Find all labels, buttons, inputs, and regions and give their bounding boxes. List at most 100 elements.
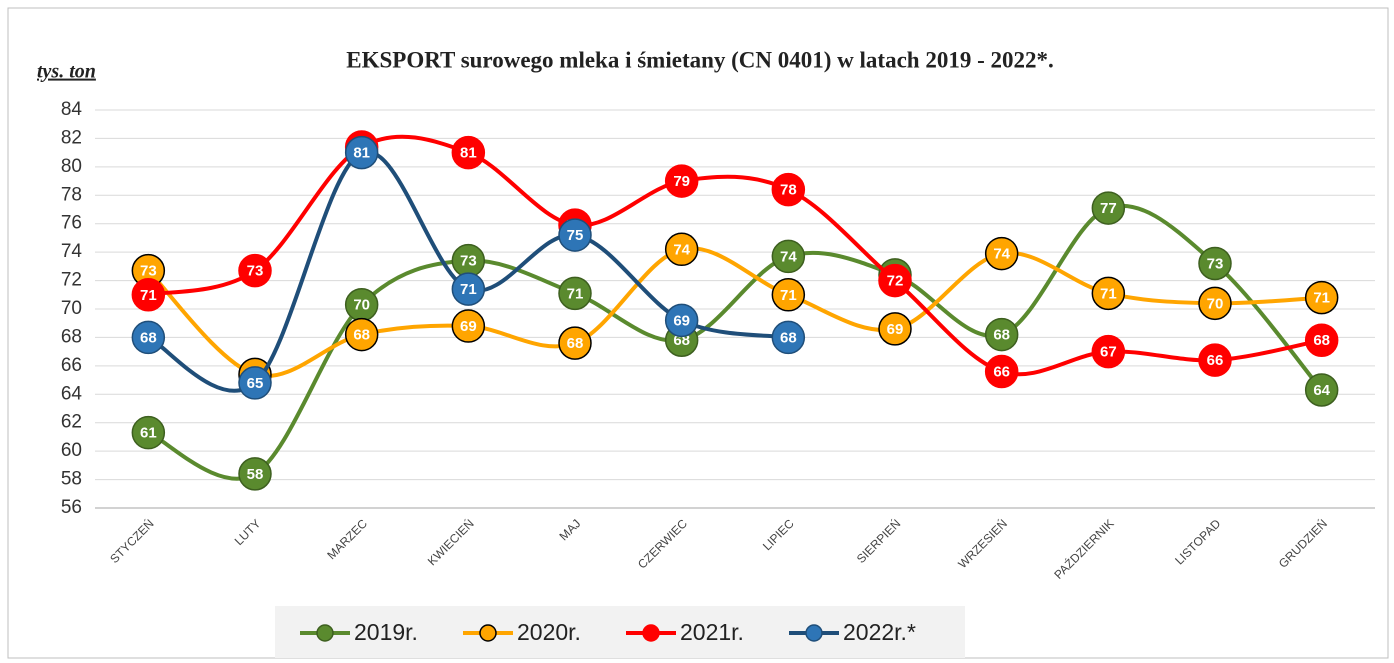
y-tick-label: 80 bbox=[61, 156, 82, 177]
y-tick-label: 66 bbox=[61, 355, 82, 376]
data-marker bbox=[664, 232, 699, 267]
data-marker bbox=[1198, 246, 1232, 281]
y-tick-label: 84 bbox=[61, 99, 83, 120]
data-marker bbox=[1091, 191, 1126, 225]
data-label: 69 bbox=[460, 318, 477, 335]
data-label: 73 bbox=[247, 263, 264, 280]
y-tick-label: 62 bbox=[61, 412, 82, 433]
data-marker bbox=[664, 303, 699, 338]
data-label: 68 bbox=[780, 329, 797, 346]
data-marker bbox=[451, 135, 486, 170]
data-label: 75 bbox=[567, 227, 584, 244]
data-label: 71 bbox=[780, 287, 797, 304]
data-marker bbox=[451, 272, 486, 306]
data-label: 68 bbox=[353, 327, 370, 344]
y-tick-label: 60 bbox=[61, 440, 82, 461]
data-label: 64 bbox=[1313, 382, 1330, 399]
legend-marker bbox=[479, 624, 497, 642]
data-marker bbox=[1304, 323, 1339, 358]
data-marker bbox=[1304, 280, 1339, 315]
legend-label: 2020r. bbox=[517, 619, 581, 645]
y-tick-label: 76 bbox=[61, 213, 82, 234]
data-label: 71 bbox=[460, 281, 477, 298]
data-label: 69 bbox=[673, 312, 690, 329]
data-marker bbox=[451, 309, 486, 343]
data-label: 68 bbox=[1313, 332, 1330, 349]
data-marker bbox=[1091, 276, 1126, 311]
y-tick-label: 64 bbox=[61, 383, 83, 404]
data-label: 78 bbox=[780, 182, 797, 199]
data-marker bbox=[344, 135, 379, 170]
data-label: 71 bbox=[140, 287, 157, 304]
data-label: 72 bbox=[887, 273, 904, 290]
legend-marker bbox=[805, 624, 823, 642]
data-label: 70 bbox=[1207, 295, 1224, 312]
y-axis-label: tys. ton bbox=[37, 61, 96, 83]
data-marker bbox=[344, 317, 379, 352]
data-marker bbox=[131, 320, 166, 355]
data-marker bbox=[771, 278, 806, 312]
legend-marker bbox=[642, 624, 660, 642]
y-tick-label: 70 bbox=[61, 298, 82, 319]
data-label: 74 bbox=[780, 248, 797, 265]
data-label: 71 bbox=[1100, 285, 1117, 302]
data-label: 81 bbox=[353, 145, 370, 162]
data-marker bbox=[664, 164, 699, 198]
data-label: 79 bbox=[673, 173, 690, 190]
data-label: 67 bbox=[1100, 344, 1117, 361]
data-label: 77 bbox=[1100, 200, 1117, 217]
y-tick-label: 56 bbox=[61, 497, 82, 518]
data-label: 68 bbox=[140, 329, 157, 346]
legend-box bbox=[275, 606, 965, 658]
y-tick-label: 74 bbox=[61, 241, 83, 262]
y-tick-label: 58 bbox=[61, 469, 82, 490]
legend-label: 2021r. bbox=[680, 619, 744, 645]
data-marker bbox=[771, 239, 806, 274]
y-tick-label: 78 bbox=[61, 184, 82, 205]
data-marker bbox=[771, 320, 806, 355]
data-marker bbox=[131, 415, 166, 450]
data-label: 73 bbox=[460, 253, 477, 270]
legend-label: 2022r.* bbox=[843, 619, 916, 645]
data-label: 68 bbox=[993, 327, 1010, 344]
data-label: 69 bbox=[887, 321, 904, 338]
data-label: 71 bbox=[567, 285, 584, 302]
legend-marker bbox=[316, 624, 334, 642]
data-marker bbox=[878, 312, 912, 346]
data-label: 66 bbox=[993, 364, 1010, 381]
data-label: 73 bbox=[1207, 255, 1224, 272]
data-marker bbox=[1198, 286, 1232, 321]
data-marker bbox=[878, 263, 912, 298]
data-label: 71 bbox=[1313, 290, 1330, 307]
data-marker bbox=[771, 172, 806, 207]
y-tick-label: 68 bbox=[61, 326, 82, 347]
data-marker bbox=[238, 366, 272, 400]
data-marker bbox=[1091, 334, 1126, 369]
data-marker bbox=[238, 253, 272, 288]
data-marker bbox=[1304, 373, 1339, 407]
chart-title: EKSPORT surowego mleka i śmietany (CN 04… bbox=[346, 47, 1054, 72]
data-label: 61 bbox=[140, 425, 157, 442]
data-label: 58 bbox=[247, 466, 264, 483]
data-label: 81 bbox=[460, 145, 477, 162]
data-label: 74 bbox=[993, 246, 1010, 263]
data-label: 66 bbox=[1207, 352, 1224, 369]
data-label: 74 bbox=[673, 241, 690, 258]
data-marker bbox=[984, 354, 1019, 389]
y-tick-label: 82 bbox=[61, 127, 82, 148]
y-tick-label: 72 bbox=[61, 270, 82, 291]
data-marker bbox=[558, 326, 592, 360]
data-marker bbox=[558, 276, 592, 311]
data-label: 68 bbox=[567, 335, 584, 352]
data-marker bbox=[984, 317, 1019, 352]
data-marker bbox=[238, 457, 272, 491]
data-marker bbox=[558, 218, 592, 252]
data-marker bbox=[131, 278, 166, 312]
data-label: 65 bbox=[247, 375, 264, 392]
data-marker bbox=[1198, 343, 1232, 377]
data-label: 70 bbox=[353, 297, 370, 314]
legend-label: 2019r. bbox=[354, 619, 418, 645]
data-label: 73 bbox=[140, 263, 157, 280]
data-marker bbox=[984, 236, 1019, 271]
